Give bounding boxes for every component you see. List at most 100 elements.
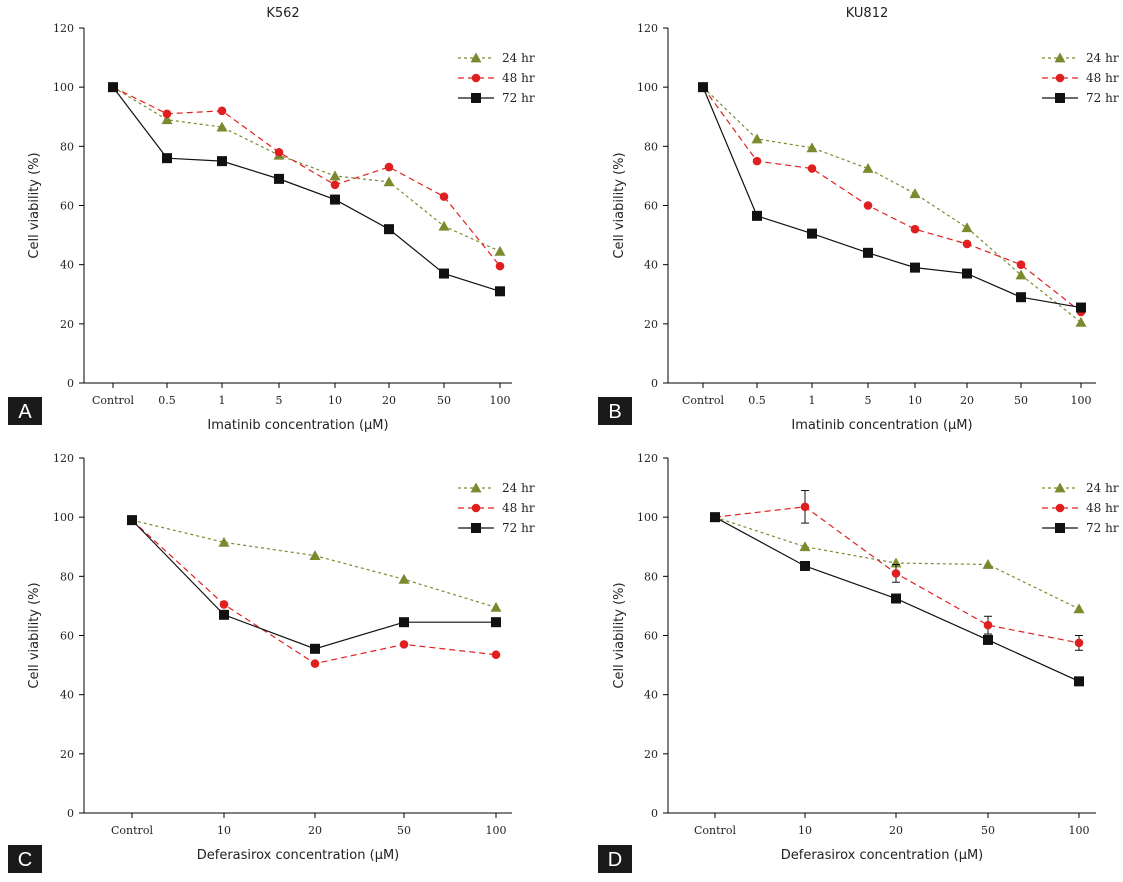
data-point	[398, 573, 410, 584]
data-point	[710, 512, 720, 523]
legend-item: 24 hr	[458, 481, 535, 495]
x-tick-label: 5	[276, 394, 283, 407]
data-point	[495, 286, 505, 297]
legend-label: 72 hr	[502, 521, 535, 535]
x-tick-label: 1	[219, 394, 226, 407]
y-tick-label: 120	[53, 452, 74, 465]
chart-title: K562	[266, 6, 299, 21]
legend-label: 72 hr	[502, 91, 535, 105]
y-axis-title: Cell viability (%)	[612, 152, 627, 258]
y-tick-label: 40	[60, 689, 74, 702]
data-point	[806, 142, 818, 153]
x-tick-label: 0.5	[158, 394, 176, 407]
y-tick-label: 0	[67, 807, 74, 820]
legend-item: 48 hr	[1042, 501, 1119, 515]
x-tick-label: 100	[486, 824, 507, 837]
x-tick-label: 100	[1071, 394, 1092, 407]
series-72-hr	[127, 515, 501, 654]
x-tick-label: 20	[960, 394, 974, 407]
legend-marker	[471, 93, 481, 103]
data-point	[218, 536, 230, 547]
panel-badge	[8, 397, 42, 425]
y-tick-label: 120	[637, 452, 658, 465]
legend-item: 48 hr	[1042, 71, 1119, 85]
x-tick-label: Control	[682, 394, 724, 407]
legend-item: 48 hr	[458, 71, 535, 85]
data-point	[862, 163, 874, 173]
data-point	[127, 515, 137, 526]
y-tick-label: 0	[67, 377, 74, 390]
data-point	[217, 156, 227, 167]
chart-panel-a: K562 0 20 40 60 80 100 120 Control 0.5 1 5 10 20 50 100…	[8, 6, 535, 433]
data-point	[1015, 269, 1027, 280]
y-tick-label: 80	[644, 570, 658, 583]
series-24-hr	[697, 81, 1087, 327]
legend-item: 24 hr	[1042, 481, 1119, 495]
x-tick-label: 20	[382, 394, 396, 407]
data-point	[962, 239, 972, 249]
x-tick-label: 5	[865, 394, 872, 407]
series-line	[702, 86, 1082, 323]
data-point	[217, 106, 227, 116]
chart-title: KU812	[846, 6, 889, 21]
x-tick-label: Control	[111, 824, 153, 837]
data-point	[216, 121, 228, 132]
data-point	[807, 164, 817, 173]
data-point	[399, 640, 409, 649]
data-point	[982, 559, 994, 569]
data-point	[752, 156, 762, 166]
data-point	[384, 162, 394, 172]
series-line	[112, 86, 501, 292]
x-tick-label: 50	[437, 394, 451, 407]
y-tick-label: 60	[60, 630, 74, 643]
chart-panel-c: 0 20 40 60 80 100 120 Control 10 20 50 100 Deferasir…	[8, 452, 535, 873]
x-tick-label: 10	[908, 394, 922, 407]
legend-label: 24 hr	[502, 51, 535, 65]
data-point	[910, 262, 920, 273]
data-point	[438, 220, 450, 231]
data-point	[330, 194, 340, 205]
y-axis-title: Cell viability (%)	[27, 582, 42, 688]
series-line	[702, 86, 1082, 313]
series-48-hr	[108, 82, 505, 271]
legend-marker	[471, 503, 481, 513]
data-point	[1016, 292, 1026, 303]
data-point	[983, 634, 993, 645]
legend-marker	[1054, 52, 1066, 63]
x-axis-title: Deferasirox concentration (μM)	[781, 848, 984, 863]
data-point	[162, 109, 172, 119]
data-point	[891, 569, 901, 578]
y-tick-label: 40	[644, 259, 658, 272]
panel-letter: B	[608, 401, 621, 423]
legend-item: 48 hr	[458, 501, 535, 515]
y-axis-title: Cell viability (%)	[612, 582, 627, 688]
data-point	[961, 222, 973, 233]
data-point	[891, 593, 901, 604]
series-line	[131, 519, 497, 608]
x-tick-label: 50	[397, 824, 411, 837]
legend-label: 48 hr	[1086, 71, 1119, 85]
panel-badge	[8, 845, 42, 873]
data-point	[863, 201, 873, 210]
data-point	[1075, 316, 1087, 327]
data-point	[310, 659, 320, 668]
data-point	[1016, 260, 1026, 269]
data-point	[108, 82, 118, 93]
chart-panel-b: KU812 0 20 40 60 80 100 120 Control 0.5 1 5 10 20 50 10…	[598, 6, 1119, 433]
data-point	[399, 617, 409, 628]
data-point	[274, 147, 284, 157]
series-72-hr	[710, 512, 1084, 687]
data-point	[384, 224, 394, 235]
data-point	[807, 228, 817, 239]
y-axis-title: Cell viability (%)	[27, 152, 42, 258]
legend-marker	[1055, 503, 1065, 513]
panel-letter: A	[18, 401, 32, 423]
data-point	[490, 601, 502, 612]
data-point	[962, 268, 972, 279]
data-point	[1074, 638, 1084, 648]
series-line	[131, 519, 497, 665]
y-tick-label: 60	[60, 200, 74, 213]
legend-label: 24 hr	[1086, 481, 1119, 495]
y-tick-label: 0	[651, 377, 658, 390]
series-48-hr	[127, 515, 501, 668]
